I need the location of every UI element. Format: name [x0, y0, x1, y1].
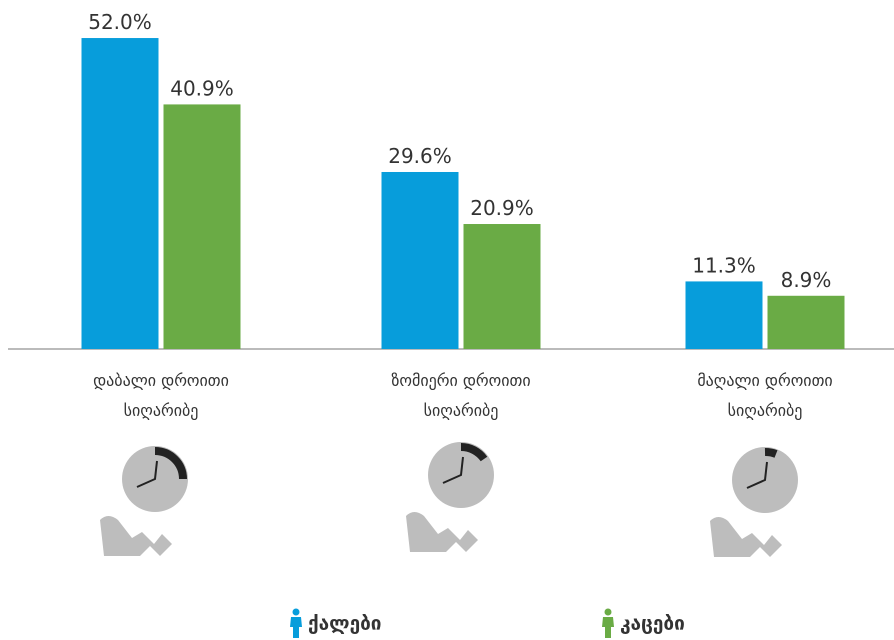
icon-clock	[100, 446, 188, 556]
bar	[381, 171, 459, 349]
legend-item: ქალები	[290, 608, 382, 638]
value-label: 40.9%	[170, 76, 234, 100]
icon-clock	[406, 442, 494, 552]
category-label: დაბალი დროითი სიღარიბე	[93, 371, 229, 420]
bar	[767, 295, 845, 349]
category-label: მაღალი დროითი სიღარიბე	[697, 371, 833, 420]
icon-clock	[710, 447, 798, 557]
value-label: 11.3%	[692, 253, 756, 277]
value-label: 52.0%	[88, 10, 152, 34]
legend-icon	[602, 617, 614, 638]
bar	[81, 38, 159, 349]
value-label: 8.9%	[781, 268, 832, 292]
category-label: ზომიერი დროითი სიღარიბე	[391, 371, 531, 420]
bar	[463, 224, 541, 349]
legend-label: კაცები	[620, 613, 685, 635]
legend-icon	[604, 608, 612, 616]
bar	[163, 104, 241, 349]
legend-label: ქალები	[308, 613, 382, 635]
legend-item: კაცები	[602, 608, 685, 638]
value-label: 29.6%	[388, 144, 452, 168]
legend-icon	[292, 608, 300, 616]
bar	[685, 281, 763, 349]
legend-icon	[290, 617, 302, 638]
value-label: 20.9%	[470, 196, 534, 220]
